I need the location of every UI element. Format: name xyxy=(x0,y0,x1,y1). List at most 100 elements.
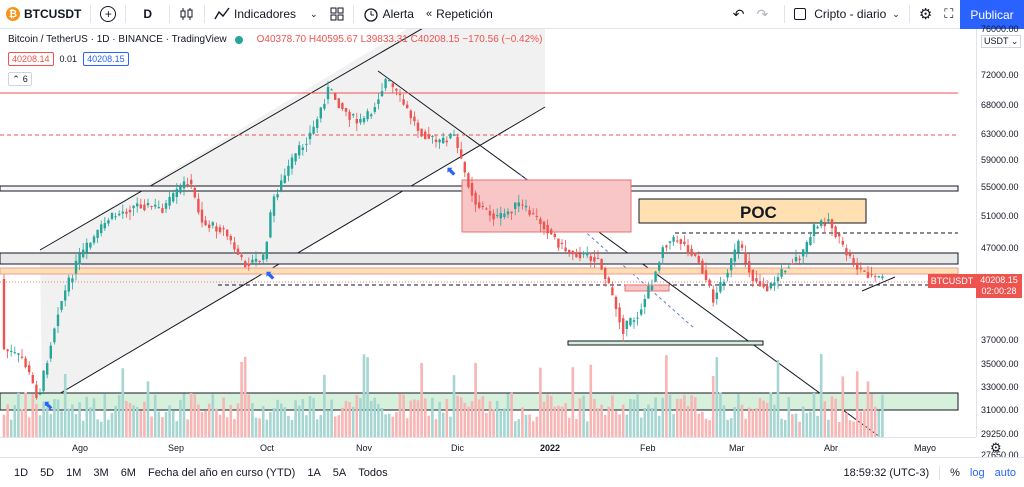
candle-body xyxy=(312,126,315,134)
volume-bar xyxy=(528,414,531,437)
compare-symbol-button[interactable]: + xyxy=(94,0,122,29)
volume-bar xyxy=(283,407,287,437)
volume-bar xyxy=(715,357,719,437)
bar-countdown: 02:00:28 xyxy=(981,286,1017,296)
volume-bar xyxy=(164,412,168,437)
chart-title: Bitcoin / TetherUS · 1D · BINANCE · Trad… xyxy=(8,34,227,45)
candle-body xyxy=(388,80,391,82)
range-button[interactable]: Todos xyxy=(358,466,388,479)
layouts-button[interactable] xyxy=(324,0,350,29)
candle-body xyxy=(334,93,337,100)
symbol-search[interactable]: ₿ BTCUSDT xyxy=(0,0,87,29)
candle-body xyxy=(204,220,207,226)
volume-bar xyxy=(258,418,261,437)
volume-bar xyxy=(153,394,157,437)
candle-body xyxy=(118,213,121,216)
candle-body xyxy=(798,258,801,261)
fullscreen-button[interactable]: ⛶ xyxy=(938,0,959,29)
candle-body xyxy=(503,213,506,218)
price-tick: 51000.00 xyxy=(981,211,1019,221)
range-button[interactable]: 3M xyxy=(93,466,109,479)
candle-body xyxy=(539,218,542,225)
candle-body xyxy=(550,229,553,235)
alarm-clock-icon xyxy=(363,8,378,22)
log-toggle[interactable]: log xyxy=(969,466,985,479)
indicators-collapse-button[interactable]: ⌃ 6 xyxy=(8,72,32,86)
candle-body xyxy=(13,352,16,354)
volume-bar xyxy=(38,415,42,437)
range-button[interactable]: Fecha del año en curso (YTD) xyxy=(147,466,296,479)
candle-body xyxy=(647,286,650,299)
candle-body xyxy=(280,180,283,191)
volume-bar xyxy=(708,420,711,437)
volume-bar xyxy=(470,401,474,437)
candle-body xyxy=(229,236,232,241)
chart-pane[interactable]: POC ⬉ ⬉ ⬉ xyxy=(0,29,976,437)
candle-body xyxy=(769,282,772,289)
candle-body xyxy=(845,248,848,256)
volume-bar xyxy=(564,403,567,437)
price-axis[interactable]: USDT ⌄ 76000.00 72000.00 68000.00 63000.00 5… xyxy=(976,24,1024,460)
volume-bar xyxy=(121,368,125,437)
candle-body xyxy=(168,196,171,206)
volume-bar xyxy=(805,413,809,437)
range-button[interactable]: 1M xyxy=(66,466,82,479)
candle-body xyxy=(373,107,376,112)
publish-button[interactable]: Publicar xyxy=(960,0,1024,29)
range-button[interactable]: 6M xyxy=(120,466,136,479)
clock[interactable]: 18:59:32 (UTC-3) xyxy=(843,466,930,479)
volume-bar xyxy=(625,414,629,437)
layout-name-button[interactable]: Cripto - diario ⌄ xyxy=(788,0,906,29)
volume-bar xyxy=(495,400,499,437)
alert-button[interactable]: Alerta xyxy=(357,0,420,29)
candle-body xyxy=(492,213,495,220)
settings-button[interactable]: ⚙ xyxy=(913,0,938,29)
volume-bar xyxy=(621,404,625,437)
volume-bar xyxy=(575,418,578,437)
time-axis[interactable]: Ago Sep Oct Nov Dic 2022 Feb Mar Abr Mayo ⚙ xyxy=(0,437,1002,457)
price-chart[interactable]: POC ⬉ ⬉ ⬉ xyxy=(0,29,976,437)
replay-button[interactable]: « Repetición xyxy=(420,0,499,29)
redo-button[interactable]: ↷ xyxy=(751,0,775,29)
demand-line-zone xyxy=(567,340,764,346)
candle-body xyxy=(20,356,24,358)
bid-price[interactable]: 40208.14 xyxy=(8,52,54,66)
range-button[interactable]: 5D xyxy=(40,466,55,479)
candle-body xyxy=(46,363,49,375)
candle-body xyxy=(521,204,524,206)
auto-toggle[interactable]: auto xyxy=(994,466,1016,479)
percent-toggle[interactable]: % xyxy=(950,466,960,479)
volume-bar xyxy=(571,367,575,437)
volume-bar xyxy=(852,421,855,437)
volume-bar xyxy=(233,419,236,437)
time-tick: Mar xyxy=(729,443,745,453)
volume-bar xyxy=(657,415,661,437)
chart-type-button[interactable] xyxy=(173,0,201,29)
range-button[interactable]: 1A xyxy=(307,466,321,479)
interval-button[interactable]: D xyxy=(129,0,166,29)
volume-bar xyxy=(171,410,175,437)
candle-body xyxy=(71,278,74,283)
volume-bar xyxy=(247,394,251,437)
volume-bar xyxy=(485,413,488,437)
candle-body xyxy=(737,240,740,253)
currency-select[interactable]: USDT ⌄ xyxy=(981,35,1022,48)
candle-body xyxy=(632,320,636,322)
volume-bar xyxy=(801,406,805,437)
volume-bar xyxy=(402,394,405,437)
undo-button[interactable]: ↶ xyxy=(727,0,751,29)
candle-body xyxy=(805,242,808,254)
axis-settings-icon[interactable]: ⚙ xyxy=(990,440,1002,455)
candle-body xyxy=(413,116,416,122)
indicators-button[interactable]: Indicadores ⌄ xyxy=(208,0,324,29)
range-button[interactable]: 5A xyxy=(332,466,347,479)
ask-price[interactable]: 40208.15 xyxy=(83,52,129,66)
range-button[interactable]: 1D xyxy=(14,466,29,479)
candle-body xyxy=(658,262,661,271)
small-trend-line xyxy=(861,276,896,292)
candle-body xyxy=(481,206,484,208)
volume-bar xyxy=(175,421,179,437)
volume-bar xyxy=(539,367,542,437)
candle-body xyxy=(377,99,380,104)
candle-body xyxy=(359,118,362,123)
